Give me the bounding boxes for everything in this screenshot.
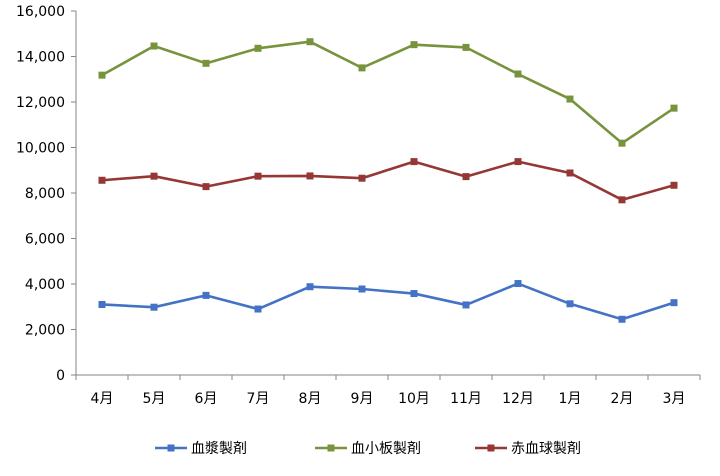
legend-item: 血小板製剤 [315, 441, 421, 457]
data-point [306, 38, 314, 46]
data-point [254, 305, 262, 313]
x-tick-label: 12月 [502, 391, 534, 407]
data-point [566, 300, 574, 308]
x-tick-label: 11月 [450, 391, 482, 407]
x-tick-label: 3月 [663, 391, 686, 407]
series-line [101, 40, 675, 145]
x-tick-label: 6月 [195, 391, 218, 407]
legend-label: 血小板製剤 [351, 441, 421, 457]
data-point [254, 172, 262, 180]
x-tick-label: 2月 [611, 391, 634, 407]
legend-marker [327, 444, 335, 452]
x-tick-label: 10月 [398, 391, 430, 407]
data-point [514, 70, 522, 78]
series-line [101, 160, 675, 202]
y-tick-label: 8,000 [25, 186, 65, 202]
y-tick-label: 6,000 [25, 232, 65, 248]
data-point [358, 285, 366, 293]
data-point [358, 64, 366, 72]
series-2 [98, 38, 678, 147]
data-point [306, 172, 314, 180]
x-tick-label: 4月 [91, 391, 114, 407]
x-tick-label: 9月 [351, 391, 374, 407]
data-point [566, 95, 574, 103]
y-tick-label: 2,000 [25, 323, 65, 339]
series-layer [98, 38, 678, 323]
data-point [670, 104, 678, 112]
data-point [670, 299, 678, 307]
data-point [670, 181, 678, 189]
series-1 [98, 280, 678, 323]
legend-label: 赤血球製剤 [511, 441, 581, 457]
data-point [618, 139, 626, 147]
data-point [98, 300, 106, 308]
x-axis-ticks: 4月 5月 6月 7月 8月 9月 10月 11月 12月 1月 2月 3月 [75, 375, 701, 407]
data-point [202, 59, 210, 67]
data-point [306, 283, 314, 291]
y-tick-label: 16,000 [16, 4, 65, 20]
series-3 [98, 158, 678, 204]
data-point [514, 280, 522, 288]
legend: 血漿製剤 血小板製剤 赤血球製剤 [155, 441, 581, 457]
data-point [150, 42, 158, 50]
data-point [618, 196, 626, 204]
y-tick-label: 12,000 [16, 95, 65, 111]
data-point [150, 172, 158, 180]
data-point [150, 303, 158, 311]
legend-item: 血漿製剤 [155, 441, 247, 457]
y-tick-label: 14,000 [16, 50, 65, 66]
data-point [462, 301, 470, 309]
y-axis-ticks: 0 2,000 4,000 6,000 8,000 10,000 12,000 14,000 1… [16, 4, 76, 384]
x-tick-label: 8月 [299, 391, 322, 407]
data-point [98, 176, 106, 184]
legend-item: 赤血球製剤 [475, 441, 581, 457]
data-point [410, 290, 418, 298]
data-point [462, 43, 470, 51]
y-tick-label: 10,000 [16, 141, 65, 157]
data-point [410, 158, 418, 166]
y-tick-label: 4,000 [25, 277, 65, 293]
data-point [618, 315, 626, 323]
data-point [358, 174, 366, 182]
x-tick-label: 1月 [559, 391, 582, 407]
legend-label: 血漿製剤 [191, 441, 247, 457]
data-point [202, 183, 210, 191]
series-line [101, 282, 675, 321]
x-tick-label: 7月 [247, 391, 270, 407]
data-point [566, 169, 574, 177]
data-point [98, 71, 106, 79]
x-tick-label: 5月 [143, 391, 166, 407]
legend-marker [487, 444, 495, 452]
legend-marker [167, 444, 175, 452]
data-point [410, 41, 418, 49]
data-point [254, 44, 262, 52]
data-point [514, 158, 522, 166]
data-point [202, 291, 210, 299]
data-point [462, 173, 470, 181]
y-tick-label: 0 [56, 368, 65, 384]
